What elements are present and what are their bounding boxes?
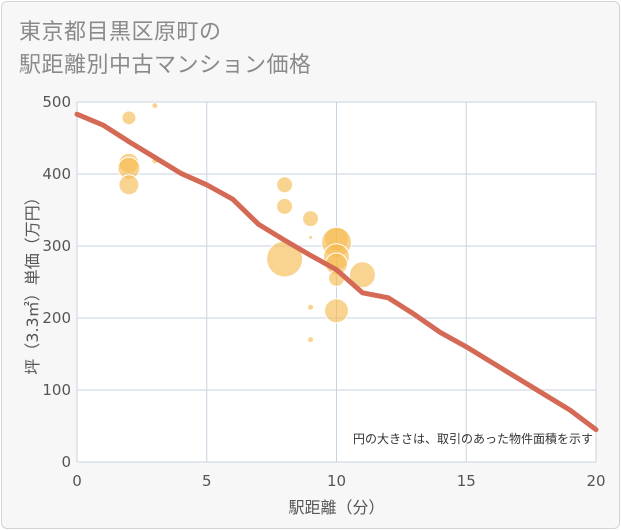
y-axis-title: 坪（3.3㎡）単価（万円） — [23, 189, 42, 374]
x-tick-label: 0 — [72, 472, 82, 490]
x-tick-label: 5 — [202, 472, 212, 490]
bubble-point — [151, 102, 159, 110]
y-tick-label: 400 — [42, 165, 71, 183]
x-grid — [76, 102, 597, 462]
x-tick-label: 10 — [327, 472, 346, 490]
bubble-point — [307, 303, 315, 311]
bubble-point — [276, 197, 294, 215]
x-axis-title: 駅距離（分） — [288, 498, 384, 517]
y-tick-label: 0 — [61, 453, 71, 471]
bubble-point — [118, 174, 140, 196]
y-tick-label: 500 — [42, 93, 71, 111]
trend-line — [74, 111, 599, 433]
x-tick-label: 20 — [586, 472, 605, 490]
y-tick-label: 100 — [42, 381, 71, 399]
bubble-point — [348, 261, 376, 289]
bubble-point — [324, 298, 349, 324]
x-tick-label: 15 — [457, 472, 476, 490]
y-tick-label: 200 — [42, 309, 71, 327]
chart-title: 東京都目黒区原町の 駅距離別中古マンション価格 — [19, 16, 312, 82]
chart-title-line1: 東京都目黒区原町の — [19, 20, 222, 45]
bubble-size-note: 円の大きさは、取引のあった物件面積を示す — [353, 431, 593, 446]
bubble-point — [302, 210, 320, 228]
y-tick-labels: 0 100 200 300 400 500 — [42, 93, 71, 471]
y-tick-label: 300 — [42, 237, 71, 255]
bubble-point — [121, 110, 137, 126]
bubble-point — [276, 176, 294, 194]
bubble-point — [307, 336, 315, 344]
bubble-point — [308, 234, 314, 240]
chart-title-line2: 駅距離別中古マンション価格 — [19, 53, 312, 78]
x-tick-labels: 0 5 10 15 20 — [72, 472, 605, 490]
